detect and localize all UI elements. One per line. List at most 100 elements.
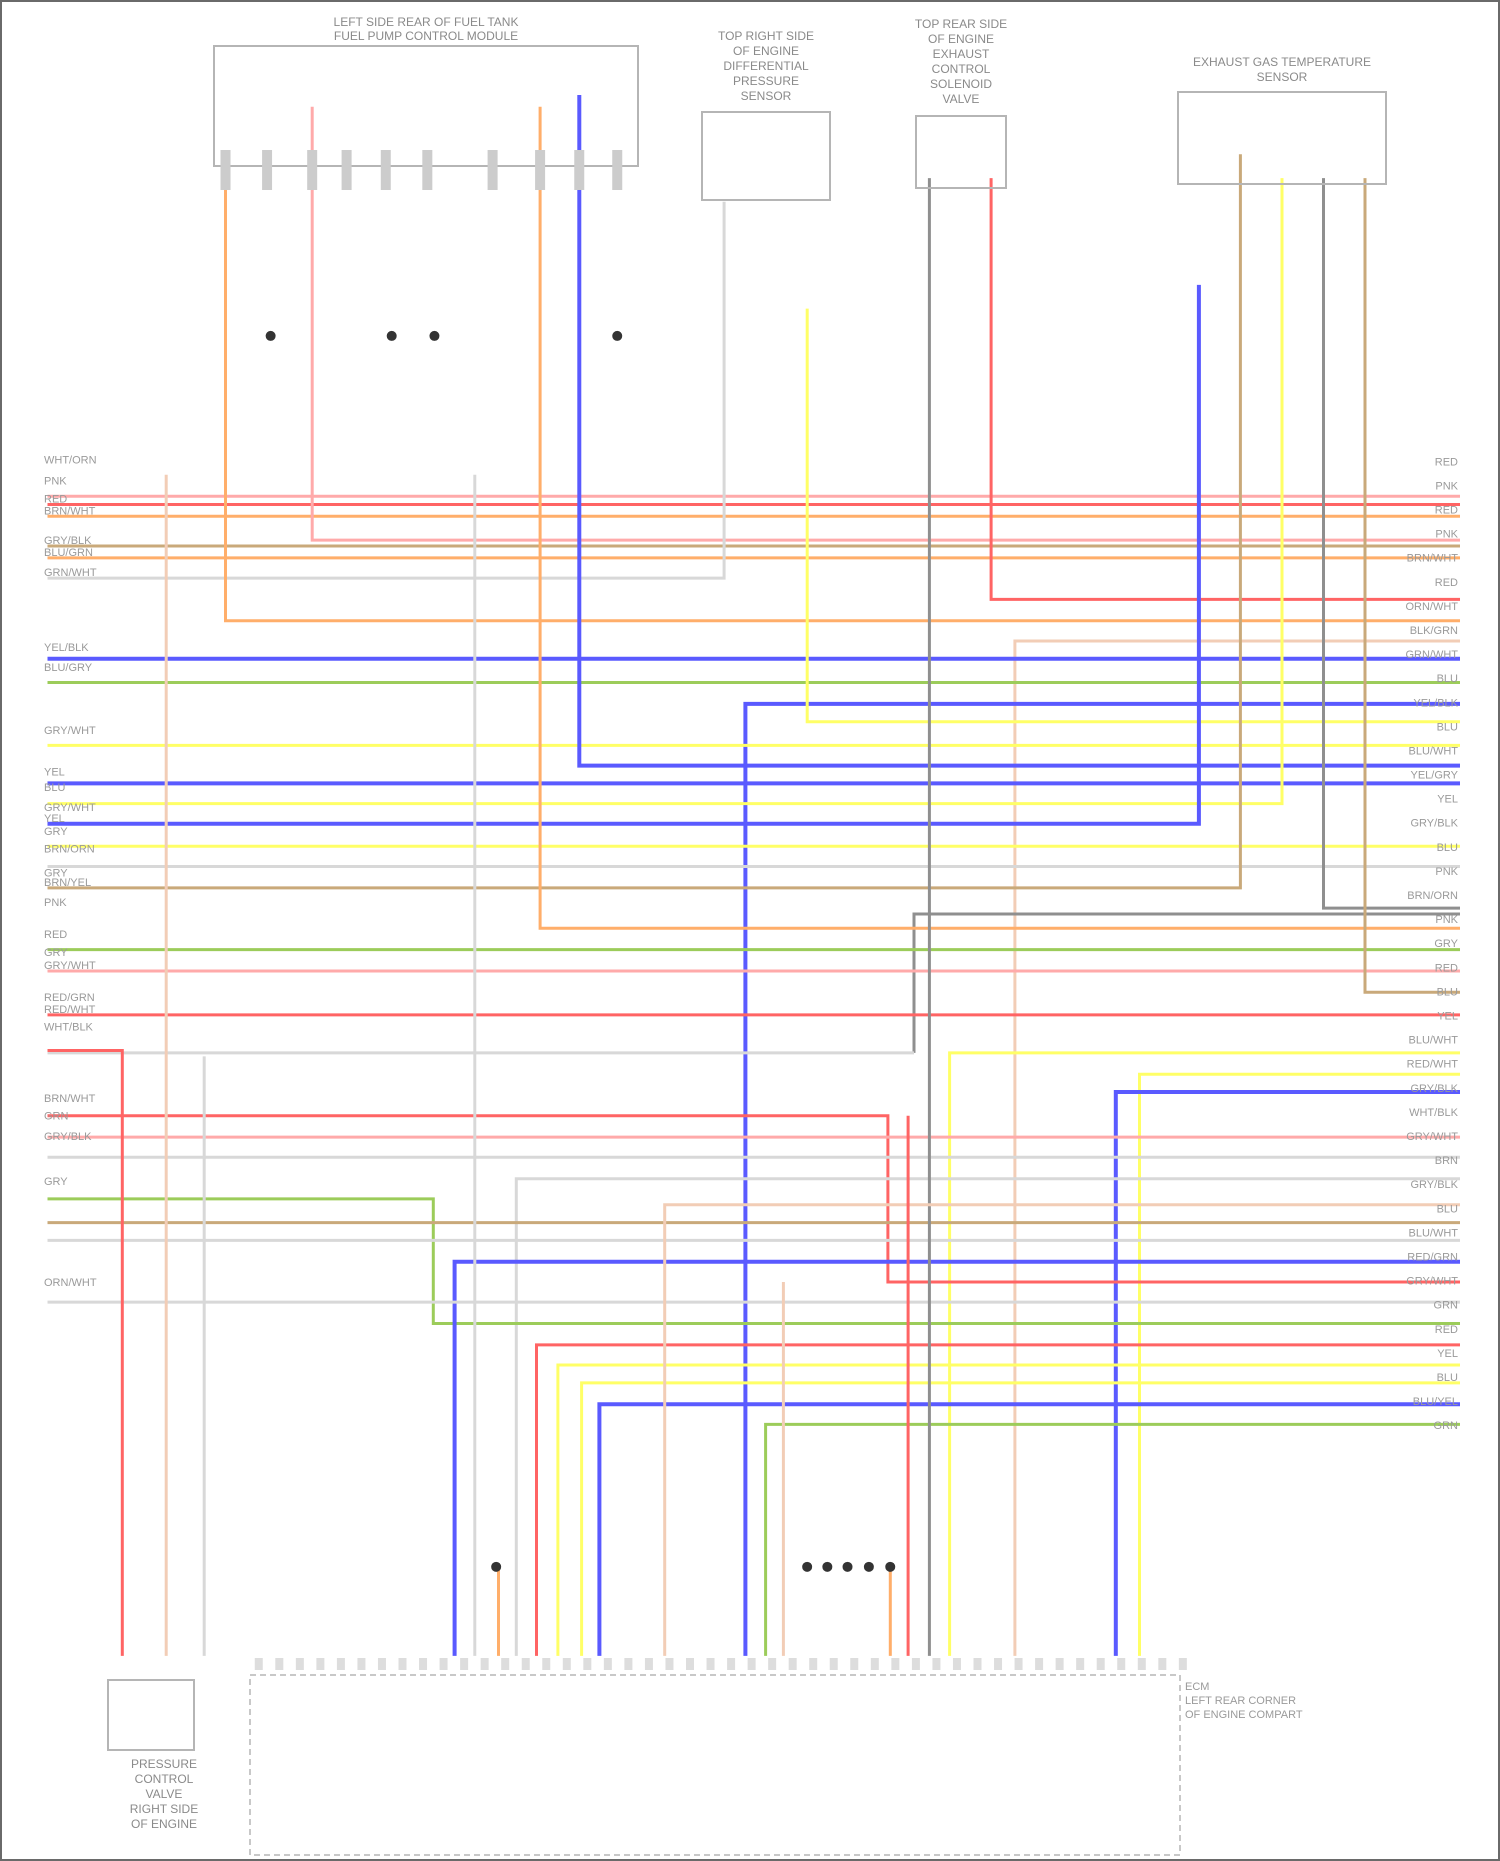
left-pin-label: GRY xyxy=(44,1176,68,1188)
ecm-title-line: OF ENGINE COMPART xyxy=(1185,1709,1303,1721)
title-line: EXHAUST GAS TEMPERATURE xyxy=(1193,55,1371,69)
left-pin-labels: WHT/ORNPNKREDBRN/WHTGRY/BLKBLU/GRNGRN/WH… xyxy=(44,454,97,1289)
ecm-pin xyxy=(932,1658,941,1670)
right-pin-label: BLU xyxy=(1437,1372,1458,1384)
wire-blue xyxy=(743,701,1460,1656)
ecm-pin xyxy=(254,1658,263,1670)
wire-light xyxy=(663,1203,1460,1656)
left-pin-label: BRN/YEL xyxy=(44,877,91,889)
right-pin-label: WHT/BLK xyxy=(1409,1107,1459,1119)
right-pin-label: GRN xyxy=(1434,1420,1459,1432)
right-pin-label: GRY/WHT xyxy=(1406,1276,1458,1288)
right-pin-label: BLU xyxy=(1437,721,1458,733)
ecm-pin xyxy=(439,1658,448,1670)
right-pin-label: BLU xyxy=(1437,842,1458,854)
title-line: CONTROL xyxy=(135,1772,194,1786)
ecm-pin xyxy=(994,1658,1003,1670)
ecm-pin xyxy=(480,1658,489,1670)
module-pin xyxy=(574,150,585,190)
splice-dot xyxy=(491,1561,502,1572)
ecm-pin xyxy=(727,1658,736,1670)
ecm-pin xyxy=(829,1658,838,1670)
right-pin-label: RED/GRN xyxy=(1407,1251,1458,1263)
ecm-pin xyxy=(1096,1658,1105,1670)
right-pin-label: BLU/WHT xyxy=(1409,745,1459,757)
ecm-pin xyxy=(952,1658,961,1670)
right-pin-labels: RED PNK RED PNK BRN/WHT RED ORN/WHT BLK/GRN GRN/… xyxy=(1405,456,1458,1432)
wire-yellow xyxy=(47,178,1284,806)
wire-gray xyxy=(912,912,1460,1053)
ecm-pin xyxy=(1117,1658,1126,1670)
splice-dot xyxy=(612,330,623,341)
left-pin-label: GRY/WHT xyxy=(44,960,96,972)
splice-dot xyxy=(822,1561,833,1572)
ecm-title-line: ECM xyxy=(1185,1681,1209,1693)
title-line: VALVE xyxy=(943,92,980,106)
fuel-pump-module-box xyxy=(213,45,639,167)
left-pin-label: BRN/WHT xyxy=(44,505,96,517)
wire-blue xyxy=(577,95,1460,768)
splice-dot xyxy=(802,1561,813,1572)
ecm-pin xyxy=(1076,1658,1085,1670)
module-pin xyxy=(535,150,546,190)
control-valve-box xyxy=(915,115,1007,189)
wire-yellow xyxy=(556,1363,1460,1656)
right-pin-label: YEL xyxy=(1437,1011,1458,1023)
fuel-pump-module-title-2: FUEL PUMP CONTROL MODULE xyxy=(334,29,518,43)
right-pin-label: BLU xyxy=(1437,986,1458,998)
ecm-pin xyxy=(275,1658,284,1670)
right-pin-label: PNK xyxy=(1435,480,1458,492)
left-pin-label: GRY xyxy=(44,947,68,959)
splice-dot xyxy=(863,1561,874,1572)
splice-dot xyxy=(842,1561,853,1572)
wire-red xyxy=(47,1049,124,1656)
right-pin-label: RED xyxy=(1435,456,1458,468)
wire-orange xyxy=(538,106,1460,930)
ecm-pin xyxy=(316,1658,325,1670)
ecm-pin xyxy=(665,1658,674,1670)
wire-green xyxy=(47,1197,1460,1325)
title-line: PRESSURE xyxy=(131,1757,197,1771)
left-pin-label: YEL xyxy=(44,766,65,778)
title-line: TOP RIGHT SIDE xyxy=(718,29,814,43)
ecm-pin xyxy=(583,1658,592,1670)
ecm-pin xyxy=(706,1658,715,1670)
left-pin-label: PNK xyxy=(44,476,67,488)
right-pin-label: RED xyxy=(1435,504,1458,516)
wire-light xyxy=(1013,639,1460,1656)
module-pin xyxy=(307,150,318,190)
module-pin xyxy=(341,150,352,190)
ecm-pin xyxy=(850,1658,859,1670)
ecm-pin xyxy=(870,1658,879,1670)
left-pin-label: GRY xyxy=(44,826,68,838)
wire-lightgray xyxy=(47,201,726,580)
right-pin-label: GRY xyxy=(1434,938,1458,950)
right-pin-label: PNK xyxy=(1435,914,1458,926)
ecm-pin xyxy=(419,1658,428,1670)
wire-red xyxy=(989,178,1460,601)
right-pin-label: PNK xyxy=(1435,866,1458,878)
ecm-box xyxy=(249,1674,1181,1856)
splice-dot xyxy=(386,330,397,341)
right-pin-label: BLU/WHT xyxy=(1409,1035,1459,1047)
right-pin-label: GRN/WHT xyxy=(1405,649,1458,661)
ecm-pin xyxy=(603,1658,612,1670)
left-pin-label: GRY/WHT xyxy=(44,802,96,814)
right-pin-label: RED/WHT xyxy=(1407,1059,1459,1071)
ecm-pin xyxy=(521,1658,530,1670)
connector-pins xyxy=(220,150,1187,1670)
left-pin-label: GRY xyxy=(44,867,68,879)
title-line: CONTROL xyxy=(932,62,991,76)
right-pin-label: BRN xyxy=(1435,1155,1458,1167)
ecm-title: ECM LEFT REAR CORNER OF ENGINE COMPART xyxy=(1185,1681,1303,1721)
module-pin xyxy=(612,150,623,190)
wire-yellow xyxy=(580,1381,1460,1656)
diff-pressure-sensor-box xyxy=(701,111,831,201)
right-pin-label: YEL/BLK xyxy=(1413,697,1458,709)
title-line: SOLENOID xyxy=(930,77,992,91)
ecm-pin xyxy=(398,1658,407,1670)
title-line: OF ENGINE xyxy=(131,1817,197,1831)
left-pin-label: PNK xyxy=(44,897,67,909)
ecm-pin xyxy=(357,1658,366,1670)
